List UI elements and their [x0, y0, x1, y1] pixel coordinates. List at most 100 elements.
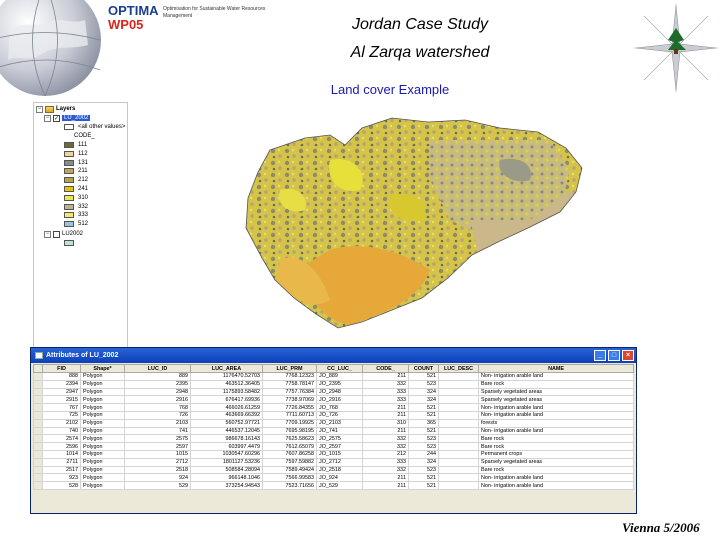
table-row[interactable]: 725 Polygon 726 463669.66392 7711.60713 JO_72… — [33, 410, 634, 420]
column-header[interactable]: Shape* — [80, 364, 125, 373]
table-cell: 2596 — [42, 442, 81, 451]
column-header[interactable]: LUC_AREA — [190, 364, 263, 373]
collapse-icon[interactable]: − — [36, 105, 43, 113]
table-cell: JO_924 — [316, 473, 363, 483]
table-cell: 211 — [362, 403, 409, 412]
table-row[interactable]: 888 Polygon 889 1176470.52703 7768.12323 JO_8… — [33, 372, 634, 381]
table-cell: 1015 — [124, 449, 191, 459]
collapse-icon[interactable]: − — [44, 114, 51, 122]
table-cell: JO_2712 — [316, 457, 363, 467]
row-selector[interactable] — [33, 387, 43, 397]
table-cell: 560752.97721 — [190, 418, 263, 428]
legend-item: 212 — [64, 176, 88, 184]
legend-swatch — [64, 150, 74, 157]
table-row[interactable]: 2394 Polygon 2395 463512.36405 7758.78147 JO_… — [33, 379, 634, 389]
table-row[interactable]: 767 Polygon 768 466026.61259 7726.84355 JO_76… — [33, 403, 634, 412]
table-row[interactable]: 1014 Polygon 1015 1030547.60296 7607.86258 JO… — [33, 449, 634, 459]
row-selector[interactable] — [33, 426, 43, 436]
legend-item: 332 — [64, 203, 88, 211]
expand-icon[interactable]: − — [44, 230, 51, 238]
row-selector[interactable] — [33, 465, 43, 475]
toc-lu2002-swatch — [64, 239, 78, 247]
minimize-button[interactable]: _ — [594, 350, 606, 361]
table-row[interactable]: 2102 Polygon 2103 560752.97721 7709.19925 JO_… — [33, 418, 634, 428]
row-selector[interactable] — [33, 418, 43, 428]
table-cell: JO_2916 — [316, 395, 363, 405]
table-cell: 211 — [362, 410, 409, 420]
table-cell: Polygon — [80, 426, 125, 436]
table-row[interactable]: 2596 Polygon 2597 603997.4479 7612.65079 JO_2… — [33, 442, 634, 451]
toc-root-label: Layers — [56, 106, 76, 112]
table-row[interactable]: 528 Polygon 529 373254.94543 7523.71656 JO_52… — [33, 481, 634, 490]
column-header[interactable]: LUC_PRM — [262, 364, 317, 373]
table-cell: Non- irrigation arable land — [478, 481, 634, 490]
legend-item: 111 — [64, 141, 87, 149]
slide-title: Jordan Case Study — [351, 16, 489, 33]
row-selector[interactable] — [33, 403, 43, 412]
toc-root[interactable]: − Layers — [36, 105, 75, 113]
table-cell: 7758.78147 — [262, 379, 317, 389]
table-row[interactable]: 2915 Polygon 2916 676417.69936 7738.97069 JO_… — [33, 395, 634, 405]
toc-layer-lu2002[interactable]: − LU2002 — [44, 230, 83, 238]
row-selector[interactable] — [33, 481, 43, 490]
column-header[interactable]: LUC_ID — [124, 364, 191, 373]
column-header[interactable]: FID — [42, 364, 81, 373]
layer-label[interactable]: LU2002 — [62, 231, 84, 237]
table-row[interactable]: 2574 Polygon 2575 986678.16143 7625.58623 JO_… — [33, 434, 634, 444]
row-selector[interactable] — [33, 372, 43, 381]
table-cell: 310 — [362, 418, 409, 428]
table-cell: 2394 — [42, 379, 81, 389]
row-selector[interactable] — [33, 449, 43, 459]
table-cell: Polygon — [80, 434, 125, 444]
table-cell: 2518 — [124, 465, 191, 475]
table-cell: 726 — [124, 410, 191, 420]
brand-subtitle: Optimisation for Sustainable Water Resou… — [163, 6, 266, 19]
legend-swatch — [64, 221, 74, 228]
row-selector[interactable] — [33, 379, 43, 389]
table-icon — [35, 352, 43, 359]
table-cell: 332 — [362, 379, 409, 389]
legend-swatch — [64, 186, 74, 192]
table-cell: 333 — [362, 387, 409, 397]
attribute-table-window[interactable]: Attributes of LU_2002 _ □ × FID Shape* LUC… — [30, 347, 637, 514]
table-cell — [438, 426, 479, 436]
land-cover-map[interactable] — [130, 100, 610, 360]
table-cell: 211 — [362, 372, 409, 381]
row-selector[interactable] — [33, 410, 43, 420]
table-cell: 7768.12323 — [262, 372, 317, 381]
row-selector[interactable] — [33, 434, 43, 444]
table-cell: 508584.28094 — [190, 465, 263, 475]
row-selector[interactable] — [33, 442, 43, 451]
table-cell: JO_529 — [316, 481, 363, 490]
window-title: Attributes of LU_2002 — [46, 352, 119, 359]
table-cell: Polygon — [80, 442, 125, 451]
row-selector[interactable] — [33, 395, 43, 405]
close-button[interactable]: × — [622, 350, 634, 361]
table-cell: 521 — [408, 426, 439, 436]
maximize-button[interactable]: □ — [608, 350, 620, 361]
window-title-bar[interactable]: Attributes of LU_2002 _ □ × — [31, 348, 636, 363]
column-header[interactable]: CC_LUC_ — [316, 364, 363, 373]
table-cell — [438, 465, 479, 475]
table-row[interactable]: 2947 Polygon 2948 1175893.58482 7757.76384 JO… — [33, 387, 634, 397]
legend-swatch — [64, 177, 74, 184]
layer-label[interactable]: LU_2002 — [62, 115, 91, 121]
layer-visibility-checkbox[interactable] — [53, 230, 60, 238]
table-cell: 2575 — [124, 434, 191, 444]
table-cell: 244 — [408, 449, 439, 459]
table-row[interactable]: 740 Polygon 741 446537.12045 7695.98195 JO_74… — [33, 426, 634, 436]
toc-layer-lu-2002[interactable]: − ✓ LU_2002 — [44, 114, 91, 122]
layer-visibility-checkbox[interactable]: ✓ — [53, 114, 60, 122]
column-header[interactable]: NAME — [478, 364, 634, 373]
column-header[interactable]: CODE_ — [362, 364, 409, 373]
legend-item: 131 — [64, 159, 88, 167]
row-selector[interactable] — [33, 457, 43, 467]
row-selector[interactable] — [33, 473, 43, 483]
column-header[interactable]: LUC_DESC — [438, 364, 479, 373]
column-header[interactable]: COUNT — [408, 364, 439, 373]
table-cell: 2395 — [124, 379, 191, 389]
table-cell: JO_2597 — [316, 442, 363, 451]
table-row[interactable]: 2517 Polygon 2518 508584.28094 7589.49424 JO_… — [33, 465, 634, 475]
table-row[interactable]: 923 Polygon 924 966148.1046 7566.99583 JO_924… — [33, 473, 634, 483]
table-row[interactable]: 2711 Polygon 2712 1801127.53236 7597.59882 JO… — [33, 457, 634, 467]
